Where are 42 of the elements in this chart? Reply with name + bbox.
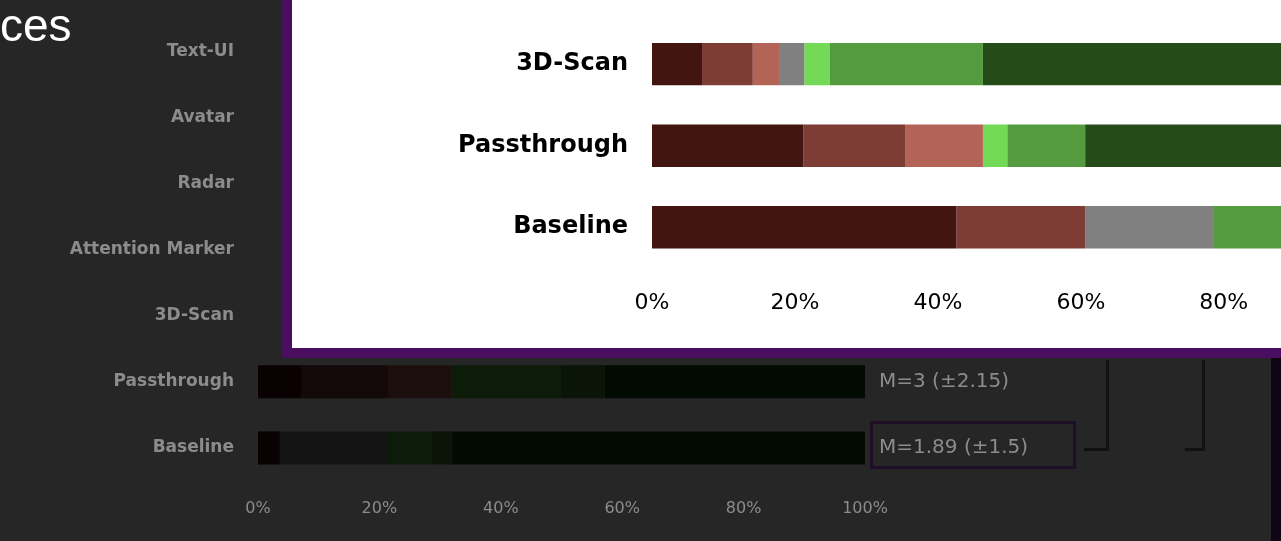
bar: [1007, 124, 1086, 167]
y-tick-label: Radar: [177, 171, 235, 192]
bar: [752, 42, 780, 86]
bar: [982, 124, 1008, 167]
x-tick-label: 0%: [634, 288, 670, 314]
bar: [1085, 124, 1281, 167]
x-tick-label: 20%: [770, 288, 820, 314]
y-tick-label: Baseline: [152, 436, 234, 457]
bar: [982, 42, 1281, 86]
bar: [1213, 206, 1281, 249]
x-tick-label: 60%: [604, 497, 640, 517]
annotation: M=1.89 (±1.5): [879, 434, 1029, 459]
x-tick-label: 100%: [842, 497, 888, 517]
bar: [779, 42, 805, 86]
x-tick-label: 40%: [483, 497, 519, 517]
bar: [652, 42, 703, 86]
text: ces: [0, 0, 72, 51]
bar: [652, 206, 957, 249]
y-tick-label: Attention Marker: [69, 238, 235, 259]
y-tick-label: Passthrough: [113, 370, 234, 391]
bar: [652, 124, 804, 167]
y-tick-label: Text-UI: [166, 39, 234, 60]
x-tick-label: 80%: [725, 497, 762, 517]
y-tick-label: 3D-Scan: [516, 48, 628, 77]
y-tick-label: Passthrough: [458, 129, 628, 158]
y-tick-label: 3D-Scan: [154, 304, 234, 325]
x-tick-label: 20%: [361, 497, 398, 517]
bar: [258, 431, 280, 465]
bar: [804, 42, 830, 86]
x-tick-label: 80%: [1199, 288, 1249, 314]
x-tick-label: 40%: [913, 288, 963, 314]
bar: [829, 42, 983, 86]
annotation: M=3 (±2.15): [879, 368, 1009, 393]
bar: [905, 124, 983, 167]
x-tick-label: 60%: [1056, 288, 1106, 314]
y-tick-label: Avatar: [170, 105, 235, 126]
bar: [803, 124, 906, 167]
x-tick-label: 0%: [245, 497, 271, 517]
bar: [1085, 206, 1214, 249]
y-tick-label: Baseline: [513, 211, 628, 240]
bar: [702, 42, 753, 86]
bar: [956, 206, 1086, 249]
